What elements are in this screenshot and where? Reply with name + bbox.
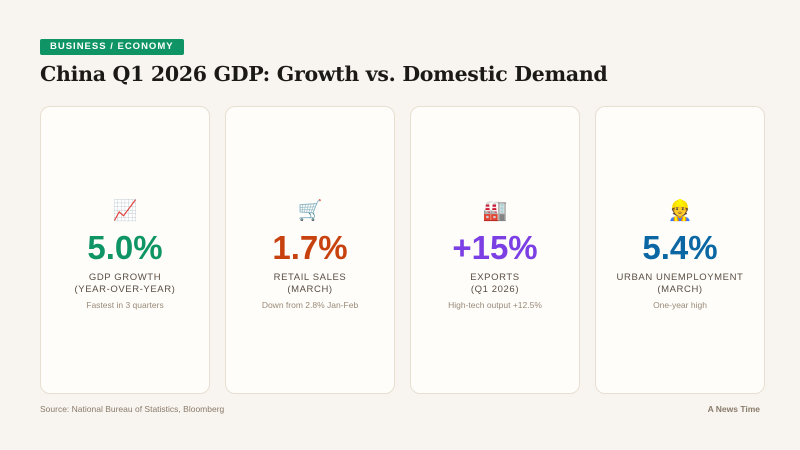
factory-icon: 🏭: [482, 200, 508, 222]
stat-label: GDP GROWTH (YEAR-OVER-YEAR): [74, 272, 176, 295]
stat-value: 5.4%: [642, 229, 718, 266]
stat-note: Down from 2.8% Jan-Feb: [261, 300, 359, 310]
shopping-cart-icon: 🛒: [297, 200, 323, 222]
stat-card-gdp: 📈 5.0% GDP GROWTH (YEAR-OVER-YEAR) Faste…: [40, 106, 210, 394]
stat-note: High-tech output +12.5%: [448, 300, 542, 310]
brand-credit: A News Time: [707, 404, 760, 414]
stat-label: RETAIL SALES (MARCH): [273, 272, 347, 295]
stat-card-retail: 🛒 1.7% RETAIL SALES (MARCH) Down from 2.…: [225, 106, 395, 394]
stat-card-unemployment: 👷 5.4% URBAN UNEMPLOYMENT (MARCH) One-ye…: [595, 106, 765, 394]
stat-value: 5.0%: [87, 229, 163, 266]
construction-worker-icon: 👷: [667, 200, 693, 222]
stat-note: One-year high: [653, 300, 707, 310]
stat-label: EXPORTS (Q1 2026): [470, 272, 520, 295]
stat-card-exports: 🏭 +15% EXPORTS (Q1 2026) High-tech outpu…: [410, 106, 580, 394]
stat-cards: 📈 5.0% GDP GROWTH (YEAR-OVER-YEAR) Faste…: [40, 106, 765, 394]
page-title: China Q1 2026 GDP: Growth vs. Domestic D…: [40, 62, 608, 86]
stat-label: URBAN UNEMPLOYMENT (MARCH): [616, 272, 744, 295]
category-tag: BUSINESS / ECONOMY: [40, 39, 184, 55]
stat-value: +15%: [452, 229, 538, 266]
chart-increasing-icon: 📈: [112, 200, 138, 222]
source-note: Source: National Bureau of Statistics, B…: [40, 404, 225, 414]
stat-note: Fastest in 3 quarters: [86, 300, 164, 310]
stat-value: 1.7%: [272, 229, 348, 266]
